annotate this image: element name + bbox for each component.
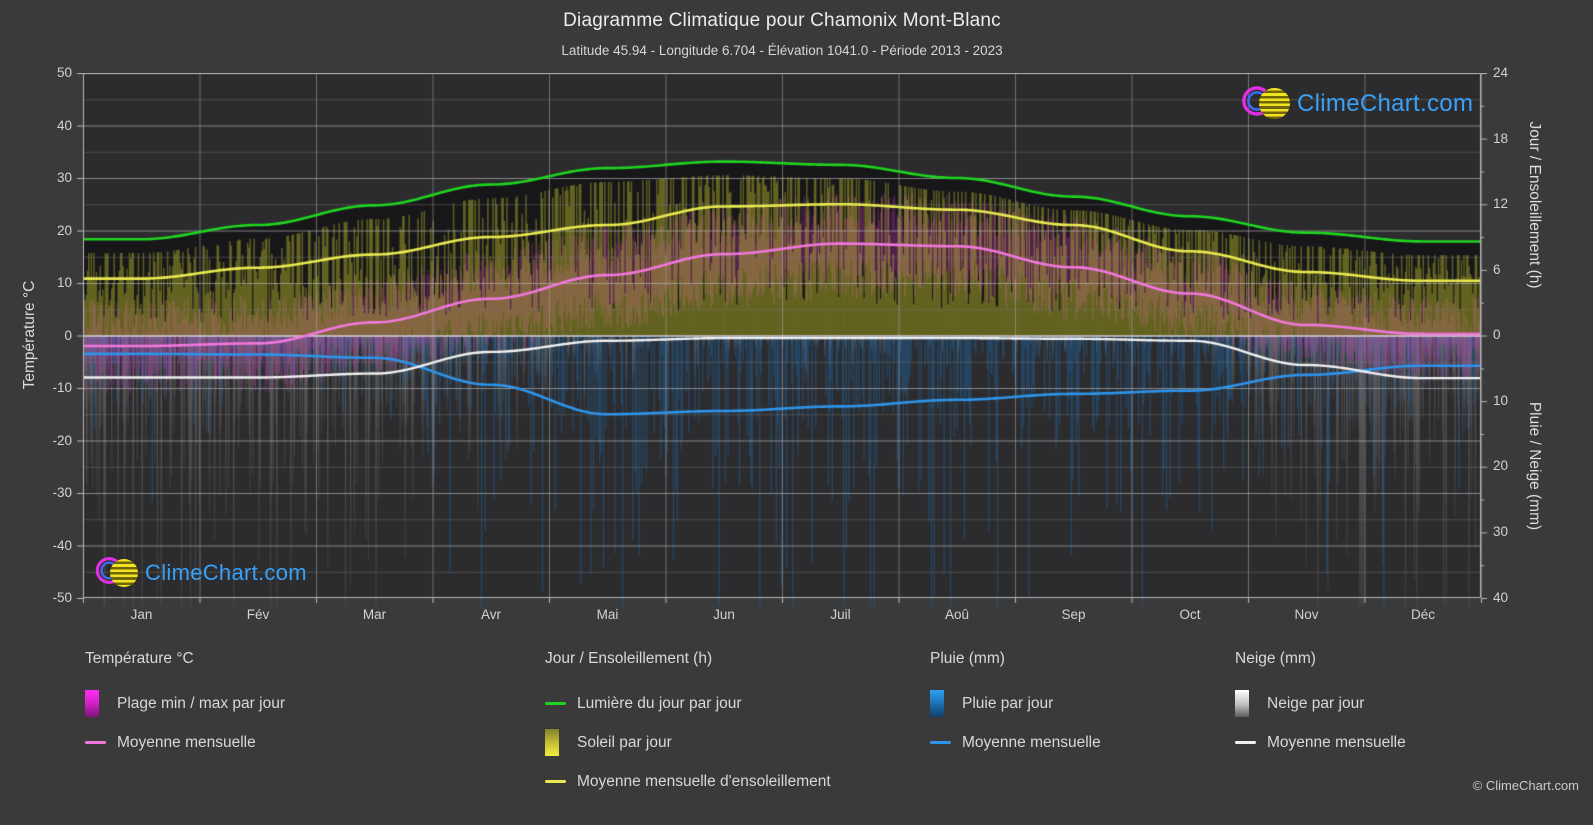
legend-item-label: Lumière du jour par jour xyxy=(577,694,742,712)
temp-tick-label: 40 xyxy=(56,117,72,133)
mm-tick-label: 20 xyxy=(1493,458,1509,474)
legend-item-label: Pluie par jour xyxy=(962,694,1054,712)
month-label: Avr xyxy=(480,607,501,622)
month-label: Jun xyxy=(713,607,735,622)
legend-item-label: Neige par jour xyxy=(1267,694,1365,712)
climechart-rings-icon xyxy=(1238,84,1272,123)
legend-item-rain-per-day: Pluie par jour xyxy=(930,684,1101,723)
temp-tick-label: 20 xyxy=(56,222,72,238)
legend-item-temp-range: Plage min / max par jour xyxy=(85,684,285,723)
month-label: Oct xyxy=(1179,607,1201,622)
copyright-text: © ClimeChart.com xyxy=(1472,778,1579,793)
rain-mean-line-icon xyxy=(930,741,962,744)
temp-tick-label: -20 xyxy=(52,432,72,448)
legend-group-title: Jour / Ensoleillement (h) xyxy=(545,650,713,667)
month-label: Aoû xyxy=(944,607,970,622)
mm-tick-label: 30 xyxy=(1493,524,1509,539)
temp-tick-label: 0 xyxy=(64,327,72,343)
climechart-logo-bottom-left: ClimeChart.com xyxy=(92,555,307,591)
legend-item-daylight: Lumière du jour par jour xyxy=(545,684,831,723)
sunshine-mean-line-icon xyxy=(545,780,577,783)
climechart-rings-icon xyxy=(92,555,123,591)
hours-tick-label: 18 xyxy=(1493,130,1509,146)
legend-group-snow: Neige (mm) Neige par jour Moyenne mensue… xyxy=(1235,650,1406,762)
legend-group-daylight-sunshine: Jour / Ensoleillement (h) Lumière du jou… xyxy=(545,650,831,801)
sunshine-swatch-icon xyxy=(545,729,577,756)
climechart-logo-text: ClimeChart.com xyxy=(145,560,307,585)
month-label: Juil xyxy=(830,607,851,622)
month-label: Fév xyxy=(246,607,270,622)
rain-swatch-icon xyxy=(930,690,962,717)
hours-tick-label: 6 xyxy=(1493,261,1501,277)
climechart-logo-text: ClimeChart.com xyxy=(1297,89,1474,117)
temp-tick-label: -30 xyxy=(52,485,72,500)
hours-tick-label: 24 xyxy=(1493,65,1509,80)
mm-tick-label: 40 xyxy=(1493,589,1509,605)
page-title: Diagramme Climatique pour Chamonix Mont-… xyxy=(563,10,1001,31)
legend-group-title: Pluie (mm) xyxy=(930,650,1005,667)
mm-tick-label: 10 xyxy=(1493,392,1509,408)
month-label: Jan xyxy=(130,607,153,622)
legend-group-rain: Pluie (mm) Pluie par jour Moyenne mensue… xyxy=(930,650,1101,762)
snow-swatch-icon xyxy=(1235,690,1267,717)
temp-tick-label: 30 xyxy=(56,170,72,185)
legend-item-label: Moyenne mensuelle xyxy=(1267,733,1406,751)
legend-item-label: Moyenne mensuelle xyxy=(117,733,256,751)
temp-tick-label: -40 xyxy=(52,537,72,553)
hours-tick-label: 0 xyxy=(1493,327,1501,343)
legend-item-label: Moyenne mensuelle xyxy=(962,733,1101,751)
legend-item-snow-per-day: Neige par jour xyxy=(1235,684,1406,723)
month-label: Déc xyxy=(1410,607,1435,622)
temp-tick-label: 50 xyxy=(56,65,72,80)
temp-tick-label: -10 xyxy=(52,380,72,395)
month-label: Sep xyxy=(1061,607,1086,622)
climechart-sun-ball-icon xyxy=(1259,88,1290,119)
temp-range-swatch-icon xyxy=(85,690,117,717)
daylight-line-icon xyxy=(545,702,577,705)
hours-tick-label: 12 xyxy=(1493,196,1509,212)
legend-item-label: Plage min / max par jour xyxy=(117,694,285,712)
snow-mean-line-icon xyxy=(1235,741,1267,744)
page-subtitle: Latitude 45.94 - Longitude 6.704 - Éléva… xyxy=(561,43,1003,58)
legend-item-rain-monthly-mean: Moyenne mensuelle xyxy=(930,723,1101,762)
temp-tick-label: 10 xyxy=(56,275,72,290)
legend-group-title: Neige (mm) xyxy=(1235,650,1316,667)
legend-item-sunshine-monthly-mean: Moyenne mensuelle d'ensoleillement xyxy=(545,762,831,801)
climechart-logo-top-right: ClimeChart.com xyxy=(1238,84,1473,123)
legend-group-title: Température °C xyxy=(85,650,194,667)
temp-tick-label: -50 xyxy=(52,590,72,605)
month-label: Nov xyxy=(1294,607,1319,622)
legend-item-temp-monthly-mean: Moyenne mensuelle xyxy=(85,723,285,762)
temp-mean-line-icon xyxy=(85,741,117,744)
legend-item-label: Moyenne mensuelle d'ensoleillement xyxy=(577,772,831,790)
month-label: Mar xyxy=(362,607,387,622)
legend-group-temperature: Température °C Plage min / max par jour … xyxy=(85,650,285,762)
legend-item-snow-monthly-mean: Moyenne mensuelle xyxy=(1235,723,1406,762)
climechart-sun-ball-icon xyxy=(110,559,138,587)
month-label: Mai xyxy=(596,607,619,622)
legend-item-label: Soleil par jour xyxy=(577,733,672,751)
climate-plot-canvas xyxy=(75,73,1489,606)
legend-item-sun-per-day: Soleil par jour xyxy=(545,723,831,762)
